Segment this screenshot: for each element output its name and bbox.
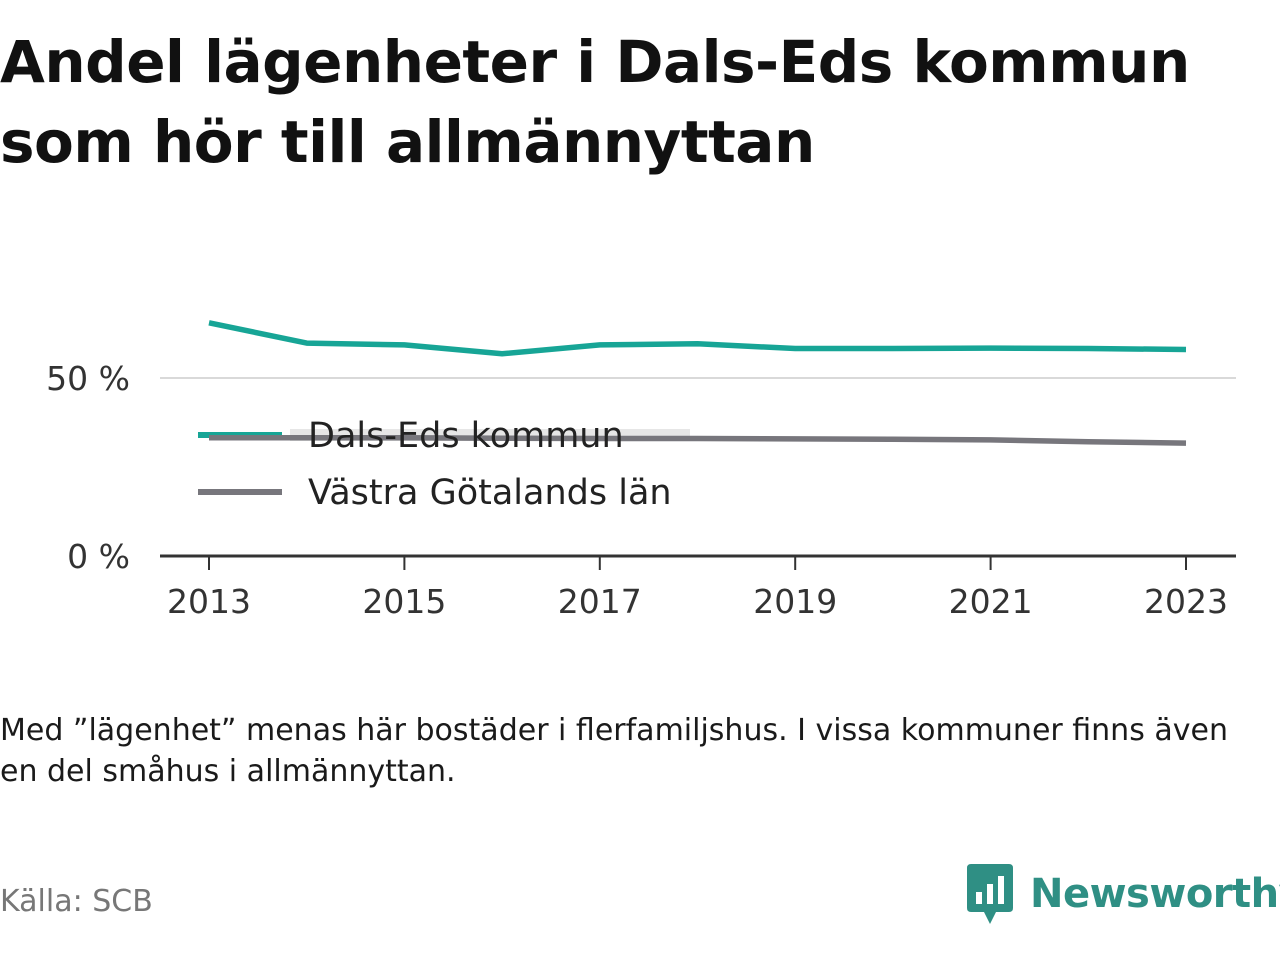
source-text: Källa: SCB: [0, 884, 153, 919]
line-chart: 0 % 50 % 2013 2015 2017 2019 2021 2023 Dals-Eds …: [46, 320, 1236, 621]
chart-title-line-2: som hör till allmännyttan: [0, 108, 815, 176]
x-tick-label: 2019: [753, 582, 837, 621]
y-tick-label: 0 %: [67, 537, 130, 576]
series-line-2: [209, 435, 1187, 446]
chart-title-line-1: Andel lägenheter i Dals-Eds kommun: [0, 28, 1190, 96]
chart-title: Andel lägenheter i Dals-Eds kommun som h…: [0, 22, 1275, 182]
legend-label-2: Västra Götalands län: [308, 473, 672, 513]
x-tick-label: 2017: [558, 582, 642, 621]
brand-logo: Newsworthy: [964, 862, 1280, 926]
brand-name: Newsworthy: [1030, 871, 1280, 917]
legend-label-1: Dals-Eds kommun: [308, 416, 624, 456]
x-tick-label: 2015: [362, 582, 446, 621]
x-tick-label: 2013: [167, 582, 251, 621]
chart-note: Med ”lägenhet” menas här bostäder i fler…: [0, 713, 1228, 789]
x-tick-label: 2021: [949, 582, 1033, 621]
x-tick-label: 2023: [1144, 582, 1228, 621]
newsworthy-logo-icon: [967, 864, 1013, 924]
series-line-1: [208, 320, 1187, 357]
y-tick-label: 50 %: [46, 359, 130, 398]
